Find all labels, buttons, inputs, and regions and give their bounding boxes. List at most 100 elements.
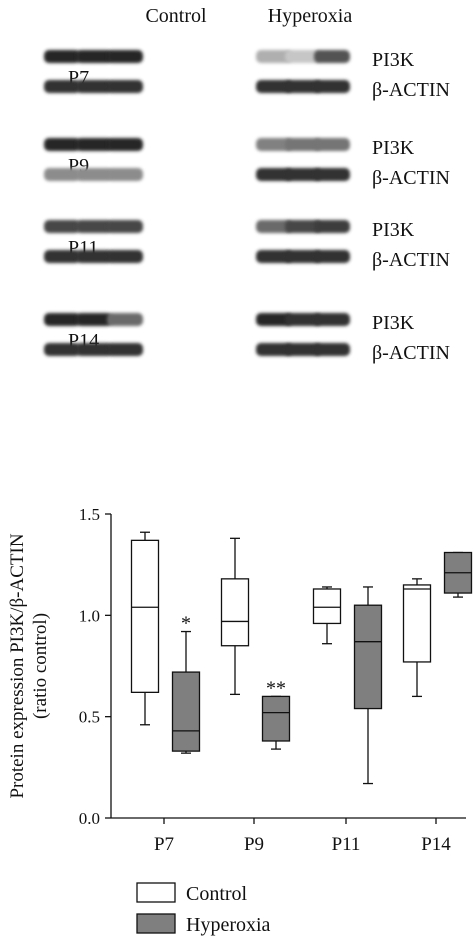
- blot-band-pi3k: [314, 138, 350, 151]
- x-tick-label: P14: [421, 834, 451, 855]
- blot-band-pi3k: [285, 313, 321, 326]
- box-iqr: [353, 604, 383, 710]
- blot-band-pi3k: [314, 313, 350, 326]
- western-blot: Control Hyperoxia P7PI3Kβ-ACTINP9PI3Kβ-A…: [44, 5, 450, 364]
- blot-band-actin: [285, 80, 321, 93]
- blot-band-actin: [314, 343, 350, 356]
- blot-band-pi3k: [256, 220, 292, 233]
- blot-band-pi3k: [44, 313, 80, 326]
- blot-band-pi3k: [107, 138, 143, 151]
- box-iqr: [220, 578, 250, 647]
- blot-band-pi3k: [44, 138, 80, 151]
- box-hyperoxia-p7: [171, 630, 201, 754]
- blot-band-pi3k: [76, 50, 112, 63]
- blot-band-actin: [107, 250, 143, 263]
- legend-swatch-hyperoxia: [136, 913, 176, 934]
- annotations: ***: [181, 613, 286, 700]
- blot-band-pi3k: [107, 313, 143, 326]
- blot-band-actin: [76, 168, 112, 181]
- blot-control-label: β-ACTIN: [372, 79, 450, 101]
- blot-protein-label: PI3K: [372, 219, 415, 241]
- box-plot-chart: 0.00.51.01.5 P7 P9 P11 P14 *** Protein expr…: [7, 505, 473, 855]
- blot-band-actin: [314, 250, 350, 263]
- legend-swatch-control: [136, 882, 176, 903]
- x-ticks: P7 P9 P11 P14: [154, 818, 451, 855]
- y-ticks: 0.0 0.5 1.0 1.5: [79, 505, 111, 828]
- blot-band-pi3k: [256, 50, 292, 63]
- y-axis-label-unit: (ratio control): [30, 613, 51, 719]
- blot-band-actin: [285, 250, 321, 263]
- blot-protein-label: PI3K: [372, 137, 415, 159]
- blot-band-actin: [256, 343, 292, 356]
- blot-band-pi3k: [285, 138, 321, 151]
- blot-band-pi3k: [285, 220, 321, 233]
- box-iqr: [261, 695, 291, 742]
- box-hyperoxia-p11: [353, 586, 383, 785]
- x-tick-label: P9: [244, 834, 264, 855]
- blot-band-pi3k: [44, 220, 80, 233]
- blot-band-actin: [256, 250, 292, 263]
- blot-band-pi3k: [314, 220, 350, 233]
- y-tick-label: 1.0: [79, 606, 100, 625]
- blot-band-actin: [285, 168, 321, 181]
- legend-label-control: Control: [186, 883, 248, 905]
- blot-band-actin: [285, 343, 321, 356]
- blot-control-label: β-ACTIN: [372, 167, 450, 189]
- blot-band-actin: [76, 80, 112, 93]
- box-iqr: [402, 584, 432, 663]
- box-hyperoxia-p9: [261, 695, 291, 750]
- box-iqr: [130, 539, 160, 693]
- y-axis-label: Protein expression PI3K/β-ACTIN: [7, 533, 28, 798]
- blot-protein-label: PI3K: [372, 312, 415, 334]
- blot-protein-label: PI3K: [372, 49, 415, 71]
- blot-band-pi3k: [256, 313, 292, 326]
- blot-band-actin: [314, 168, 350, 181]
- group-header-hyperoxia: Hyperoxia: [268, 5, 353, 27]
- x-tick-label: P11: [332, 834, 361, 855]
- blot-band-actin: [107, 343, 143, 356]
- blot-band-pi3k: [285, 50, 321, 63]
- blot-band-actin: [314, 80, 350, 93]
- significance-marker: *: [181, 613, 191, 635]
- blot-band-actin: [44, 343, 80, 356]
- box-iqr: [171, 671, 201, 752]
- blot-control-label: β-ACTIN: [372, 342, 450, 364]
- blot-band-pi3k: [44, 50, 80, 63]
- blot-band-pi3k: [76, 313, 112, 326]
- blot-band-actin: [76, 250, 112, 263]
- box-iqr: [312, 588, 342, 625]
- blot-band-actin: [107, 80, 143, 93]
- box-control-p9: [220, 537, 250, 696]
- blot-band-pi3k: [76, 220, 112, 233]
- blot-band-actin: [256, 80, 292, 93]
- legend-label-hyperoxia: Hyperoxia: [186, 914, 271, 936]
- blot-band-actin: [107, 168, 143, 181]
- legend: Control Hyperoxia: [136, 882, 271, 936]
- x-tick-label: P7: [154, 834, 174, 855]
- blot-band-actin: [256, 168, 292, 181]
- blot-band-pi3k: [76, 138, 112, 151]
- boxes: [130, 531, 473, 785]
- blot-band-pi3k: [314, 50, 350, 63]
- box-control-p14: [402, 578, 432, 698]
- blot-band-pi3k: [107, 220, 143, 233]
- blot-band-pi3k: [107, 50, 143, 63]
- blot-band-actin: [44, 168, 80, 181]
- blot-band-pi3k: [256, 138, 292, 151]
- box-control-p7: [130, 531, 160, 726]
- group-header-control: Control: [145, 5, 207, 27]
- blot-band-actin: [76, 343, 112, 356]
- box-control-p11: [312, 586, 342, 645]
- y-tick-label: 0.0: [79, 809, 100, 828]
- y-tick-label: 1.5: [79, 505, 100, 524]
- blot-band-actin: [44, 250, 80, 263]
- significance-marker: **: [266, 677, 286, 699]
- box-hyperoxia-p14: [443, 551, 473, 598]
- y-tick-label: 0.5: [79, 708, 100, 727]
- blot-band-actin: [44, 80, 80, 93]
- blot-control-label: β-ACTIN: [372, 249, 450, 271]
